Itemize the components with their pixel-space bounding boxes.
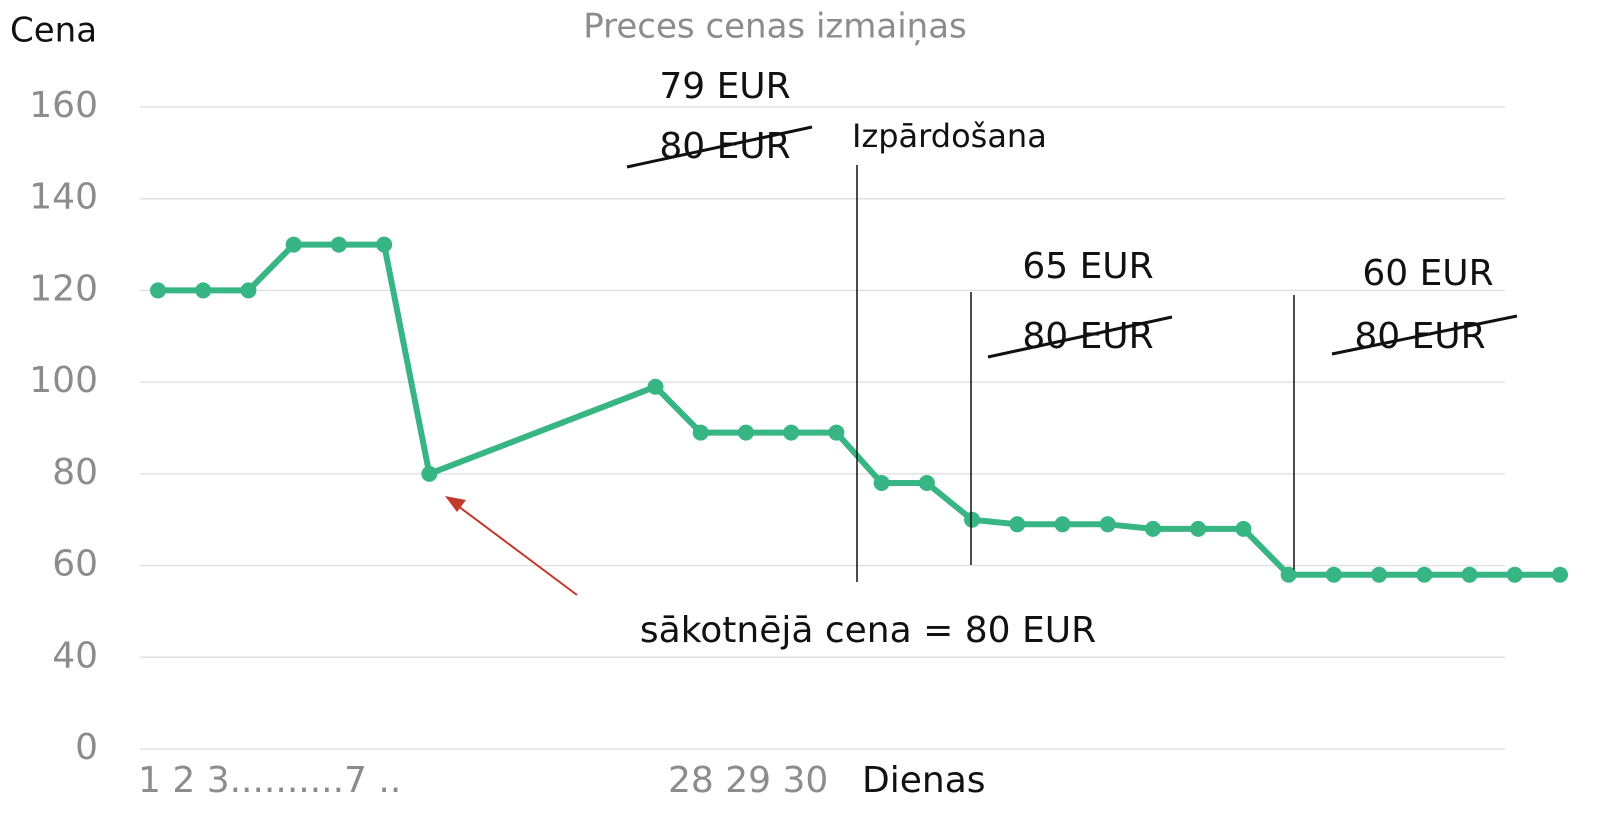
data-point	[330, 236, 347, 253]
data-point	[195, 282, 212, 299]
data-point	[918, 475, 935, 492]
chart-title: Preces cenas izmaiņas	[583, 7, 967, 47]
arrow	[457, 505, 578, 596]
annotation: 60 EUR	[1362, 253, 1493, 294]
data-point	[873, 475, 890, 492]
data-point	[1461, 566, 1478, 583]
y-tick-label: 40	[52, 635, 98, 676]
x-axis-label: Dienas	[862, 760, 986, 801]
data-point	[1054, 516, 1071, 533]
data-point	[647, 378, 664, 395]
data-point	[783, 424, 800, 441]
y-tick-label: 160	[29, 85, 98, 126]
data-point	[1190, 520, 1207, 537]
data-point	[1325, 566, 1342, 583]
annotation: Izpārdošana	[852, 117, 1047, 155]
data-point	[828, 424, 845, 441]
data-point	[692, 424, 709, 441]
data-point	[1371, 566, 1388, 583]
arrow-head	[445, 496, 466, 512]
x-axis-label: 1 2 3..........7 ..	[138, 760, 401, 801]
data-point	[150, 282, 166, 299]
annotation: 65 EUR	[1022, 246, 1153, 287]
data-point	[1506, 566, 1523, 583]
y-tick-label: 120	[29, 268, 98, 309]
y-axis-label: Cena	[10, 11, 97, 51]
y-tick-label: 100	[29, 360, 98, 401]
strike	[626, 125, 813, 169]
data-point	[1552, 566, 1568, 583]
annotation: sākotnējā cena = 80 EUR	[640, 610, 1096, 651]
series-line	[158, 241, 1560, 578]
strike	[987, 315, 1173, 359]
data-point	[1099, 516, 1116, 533]
y-tick-label: 140	[29, 177, 98, 218]
data-point	[376, 236, 393, 253]
data-point	[1144, 520, 1161, 537]
data-point	[737, 424, 754, 441]
data-point	[1235, 520, 1252, 537]
data-point	[421, 465, 438, 482]
y-tick-label: 60	[52, 544, 98, 585]
data-point	[240, 282, 257, 299]
data-point	[285, 236, 302, 253]
strike	[1331, 314, 1518, 356]
data-point	[1009, 516, 1026, 533]
plot: 0 40 60 80 100 120 140 160	[29, 85, 1568, 768]
data-point	[1280, 566, 1297, 583]
x-axis-label: 28 29 30	[668, 760, 828, 801]
y-tick-label: 0	[75, 727, 98, 768]
annotation: 79 EUR	[659, 66, 790, 107]
data-point	[964, 511, 981, 528]
data-point	[1416, 566, 1433, 583]
y-tick-label: 80	[52, 452, 98, 493]
